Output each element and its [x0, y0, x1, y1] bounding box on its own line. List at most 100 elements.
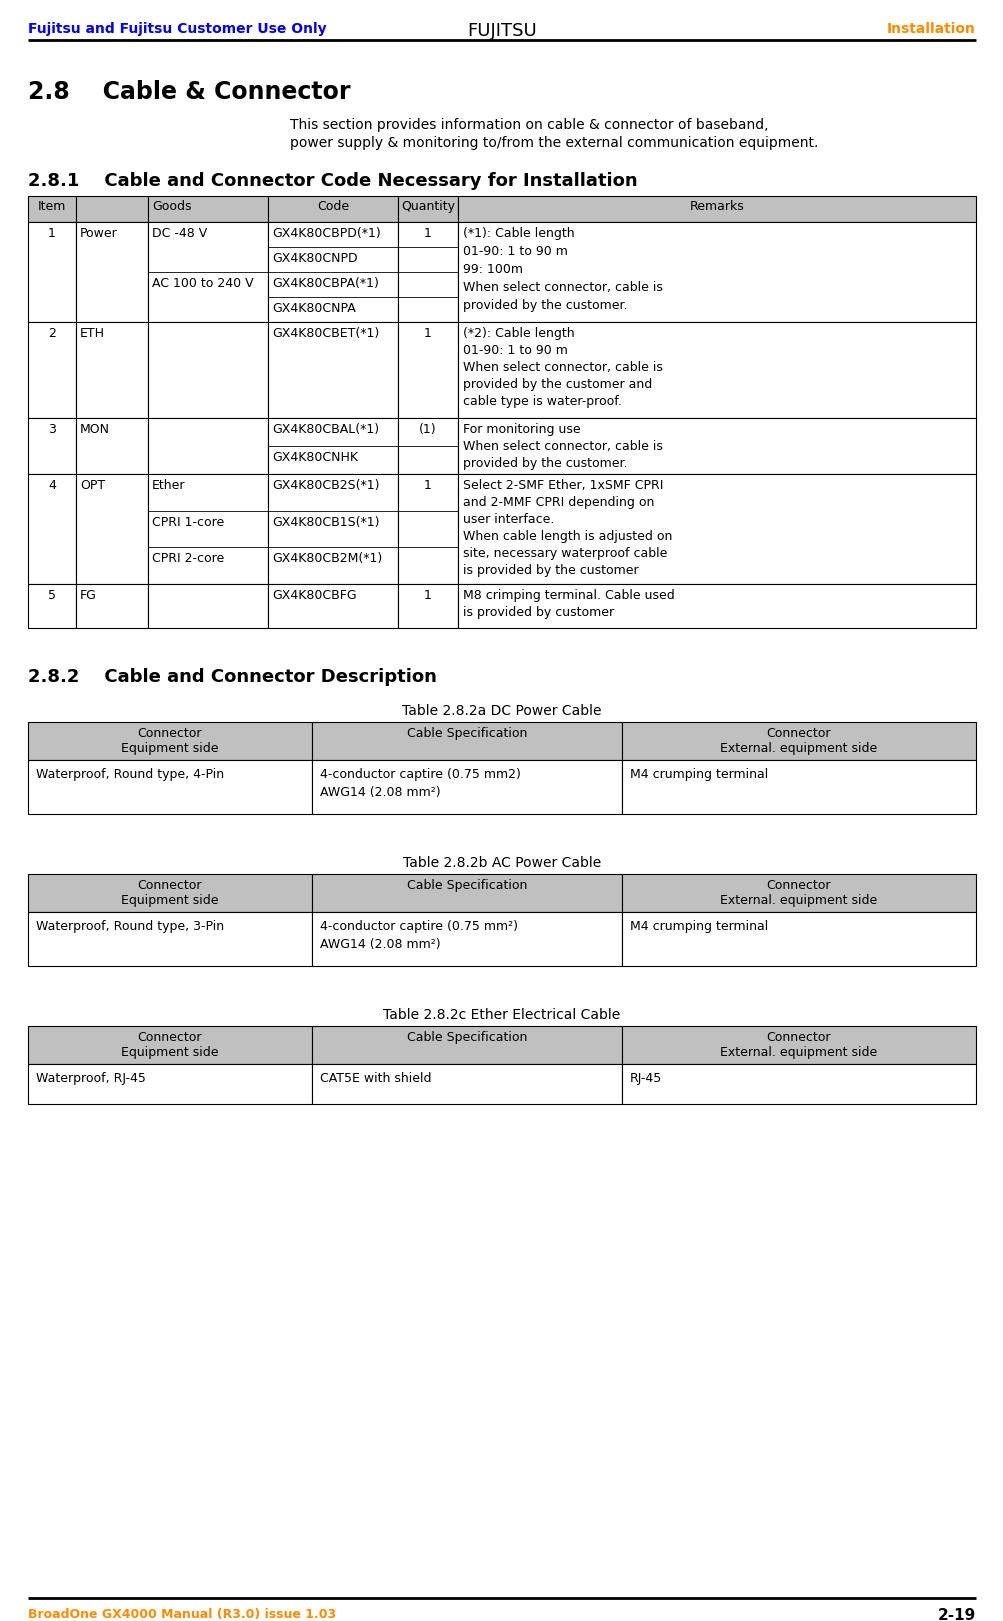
Text: is provided by the customer: is provided by the customer [462, 564, 638, 577]
Text: GX4K80CBET(*1): GX4K80CBET(*1) [272, 327, 379, 340]
Bar [622, 760, 975, 814]
Text: CAT5E with shield: CAT5E with shield [320, 1071, 431, 1084]
Bar [457, 584, 975, 627]
Text: GX4K80CB2S(*1): GX4K80CB2S(*1) [272, 478, 379, 493]
Text: Waterproof, Round type, 3-Pin: Waterproof, Round type, 3-Pin [36, 921, 224, 934]
Text: Fujitsu and Fujitsu Customer Use Only: Fujitsu and Fujitsu Customer Use Only [28, 23, 326, 36]
Text: FG: FG [80, 588, 96, 601]
Text: M4 crumping terminal: M4 crumping terminal [629, 921, 767, 934]
Text: When select connector, cable is: When select connector, cable is [462, 280, 662, 293]
Text: 2-19: 2-19 [937, 1608, 975, 1621]
Text: CPRI 2-core: CPRI 2-core [151, 553, 224, 566]
Text: Installation: Installation [887, 23, 975, 36]
Bar [312, 913, 622, 966]
Text: 4: 4 [48, 478, 56, 493]
Text: 99: 100m: 99: 100m [462, 263, 523, 276]
Text: This section provides information on cable & connector of baseband,: This section provides information on cab… [290, 118, 767, 131]
Bar [397, 418, 457, 473]
Text: GX4K80CNPA: GX4K80CNPA [272, 302, 355, 314]
Text: When select connector, cable is: When select connector, cable is [462, 361, 662, 374]
Bar [28, 760, 312, 814]
Text: AWG14 (2.08 mm²): AWG14 (2.08 mm²) [320, 939, 440, 952]
Bar [312, 874, 622, 913]
Text: M4 crumping terminal: M4 crumping terminal [629, 768, 767, 781]
Bar [457, 196, 975, 222]
Text: power supply & monitoring to/from the external communication equipment.: power supply & monitoring to/from the ex… [290, 136, 817, 151]
Bar [622, 874, 975, 913]
Bar [28, 874, 312, 913]
Text: provided by the customer.: provided by the customer. [462, 298, 627, 311]
Text: 5: 5 [48, 588, 56, 601]
Bar [147, 418, 268, 473]
Text: 1: 1 [423, 227, 431, 240]
Bar [457, 323, 975, 418]
Bar [397, 196, 457, 222]
Text: (1): (1) [419, 423, 436, 436]
Bar [76, 418, 147, 473]
Bar [312, 1063, 622, 1104]
Bar [28, 1063, 312, 1104]
Bar [268, 196, 397, 222]
Bar [268, 323, 397, 418]
Text: When cable length is adjusted on: When cable length is adjusted on [462, 530, 672, 543]
Text: 1: 1 [48, 227, 56, 240]
Bar [147, 473, 268, 584]
Bar [622, 1063, 975, 1104]
Text: When select connector, cable is: When select connector, cable is [462, 439, 662, 452]
Text: Goods: Goods [152, 199, 192, 212]
Text: provided by the customer and: provided by the customer and [462, 378, 652, 391]
Text: BroadOne GX4000 Manual (R3.0) issue 1.03: BroadOne GX4000 Manual (R3.0) issue 1.03 [28, 1608, 336, 1621]
Bar [28, 418, 76, 473]
Text: site, necessary waterproof cable: site, necessary waterproof cable [462, 546, 667, 559]
Bar [76, 584, 147, 627]
Bar [76, 222, 147, 323]
Bar [147, 584, 268, 627]
Bar [28, 584, 76, 627]
Text: 2.8.1    Cable and Connector Code Necessary for Installation: 2.8.1 Cable and Connector Code Necessary… [28, 172, 637, 190]
Text: Connector
Equipment side: Connector Equipment side [121, 1031, 219, 1059]
Bar [397, 222, 457, 323]
Bar [147, 196, 268, 222]
Text: Cable Specification: Cable Specification [406, 879, 527, 892]
Text: OPT: OPT [80, 478, 105, 493]
Text: Cable Specification: Cable Specification [406, 1031, 527, 1044]
Text: Connector
External. equipment side: Connector External. equipment side [720, 1031, 877, 1059]
Text: 2.8.2    Cable and Connector Description: 2.8.2 Cable and Connector Description [28, 668, 436, 686]
Text: (*2): Cable length: (*2): Cable length [462, 327, 574, 340]
Text: 3: 3 [48, 423, 56, 436]
Text: Ether: Ether [151, 478, 186, 493]
Bar [28, 913, 312, 966]
Text: GX4K80CBPD(*1): GX4K80CBPD(*1) [272, 227, 380, 240]
Bar [268, 473, 397, 584]
Bar [397, 584, 457, 627]
Text: Remarks: Remarks [689, 199, 743, 212]
Bar [28, 196, 76, 222]
Bar [457, 473, 975, 584]
Text: 1: 1 [423, 478, 431, 493]
Text: Waterproof, Round type, 4-Pin: Waterproof, Round type, 4-Pin [36, 768, 224, 781]
Bar [622, 1026, 975, 1063]
Text: For monitoring use: For monitoring use [462, 423, 580, 436]
Text: 01-90: 1 to 90 m: 01-90: 1 to 90 m [462, 344, 568, 357]
Text: AC 100 to 240 V: AC 100 to 240 V [151, 277, 254, 290]
Text: Table 2.8.2b AC Power Cable: Table 2.8.2b AC Power Cable [402, 856, 601, 870]
Bar [147, 323, 268, 418]
Text: 2: 2 [48, 327, 56, 340]
Text: GX4K80CB1S(*1): GX4K80CB1S(*1) [272, 515, 379, 528]
Bar [28, 473, 76, 584]
Text: cable type is water-proof.: cable type is water-proof. [462, 396, 621, 408]
Bar [622, 721, 975, 760]
Text: GX4K80CBFG: GX4K80CBFG [272, 588, 356, 601]
Text: MON: MON [80, 423, 110, 436]
Text: Connector
External. equipment side: Connector External. equipment side [720, 879, 877, 908]
Bar [268, 418, 397, 473]
Bar [28, 1026, 312, 1063]
Text: Table 2.8.2c Ether Electrical Cable: Table 2.8.2c Ether Electrical Cable [383, 1008, 620, 1021]
Text: GX4K80CBAL(*1): GX4K80CBAL(*1) [272, 423, 379, 436]
Bar [312, 1026, 622, 1063]
Text: GX4K80CNHK: GX4K80CNHK [272, 451, 358, 464]
Bar [76, 196, 147, 222]
Text: Power: Power [80, 227, 117, 240]
Text: RJ-45: RJ-45 [629, 1071, 662, 1084]
Bar [457, 222, 975, 323]
